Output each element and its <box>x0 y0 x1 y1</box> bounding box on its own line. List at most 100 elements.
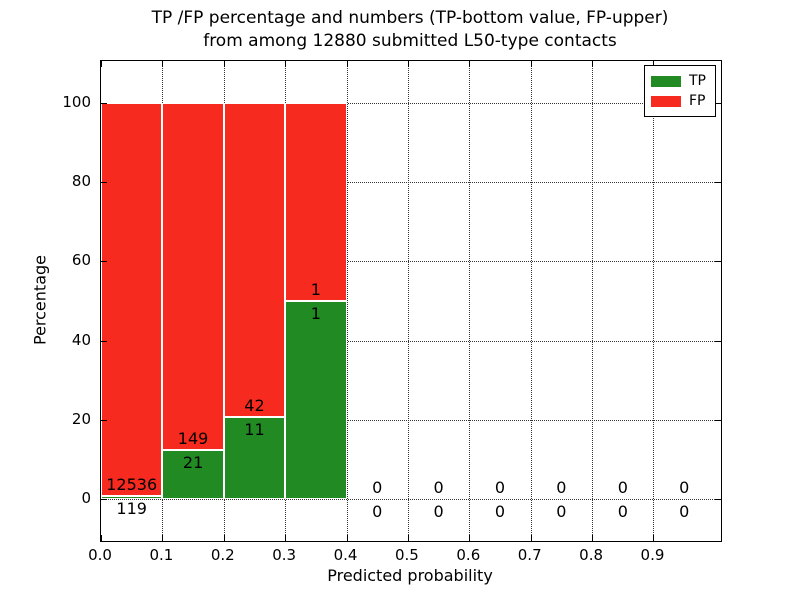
x-tick-mark-top <box>469 61 471 67</box>
legend-entry-fp: FP <box>651 91 709 111</box>
bar-segment-fp <box>162 102 224 451</box>
bar-count-label-fp: 0 <box>617 478 628 498</box>
y-tick-mark-right <box>715 181 721 183</box>
x-tick-mark-top <box>530 61 532 67</box>
x-tick-mark-top <box>407 61 409 67</box>
y-tick-mark <box>101 499 107 501</box>
plot-area: 12536 119 149 21 42 11 1 1 0 0 0 0 0 0 0 0 0 0 0 0 <box>100 60 722 542</box>
bar-count-label-fp: 0 <box>372 478 383 498</box>
gridline-horizontal <box>101 102 721 104</box>
x-tick-mark-top <box>223 61 225 67</box>
gridline-horizontal <box>101 420 721 421</box>
gridline-horizontal <box>101 340 721 342</box>
x-tick-mark <box>223 535 225 541</box>
chart-title-line1: TP /FP percentage and numbers (TP-bottom… <box>151 8 669 28</box>
bar-count-label-tp: 0 <box>494 502 506 522</box>
legend-label-fp: FP <box>689 93 706 109</box>
bar-segment-fp <box>101 102 163 496</box>
y-tick-mark-right <box>715 499 721 501</box>
gridline-horizontal <box>101 181 721 183</box>
x-tick-mark <box>530 535 532 541</box>
y-tick-label: 20 <box>71 410 91 428</box>
bar-count-label-tp: 21 <box>182 453 204 473</box>
gridline-vertical <box>530 61 532 541</box>
gridline-horizontal <box>101 499 721 501</box>
x-tick-mark <box>285 535 287 541</box>
bar-count-label-fp: 0 <box>433 478 444 498</box>
x-tick-label: 0.2 <box>210 546 235 564</box>
x-tick-label: 0.9 <box>640 546 665 564</box>
legend: TP FP <box>644 65 716 117</box>
bar-count-label-tp: 0 <box>617 502 628 522</box>
gridline-vertical <box>407 61 409 541</box>
bar-count-label-fp: 149 <box>177 429 209 449</box>
x-tick-mark <box>407 535 409 541</box>
x-tick-label: 0.8 <box>579 546 604 564</box>
x-tick-mark <box>653 535 655 541</box>
bar-count-label-fp: 0 <box>556 478 567 498</box>
x-axis-label: Predicted probability <box>327 566 493 585</box>
bar-segment-fp <box>285 102 347 301</box>
bar-count-label-fp: 0 <box>494 478 506 498</box>
bar-count-label-tp: 0 <box>433 502 444 522</box>
y-tick-mark-right <box>715 340 721 342</box>
x-tick-mark <box>346 535 348 541</box>
bar-count-label-tp: 0 <box>556 502 567 522</box>
x-tick-mark-top <box>285 61 287 67</box>
bar-count-label-tp: 0 <box>679 502 690 522</box>
y-tick-mark <box>101 261 107 263</box>
bar-segment-tp <box>223 417 286 500</box>
gridline-vertical <box>592 61 594 541</box>
y-tick-mark <box>101 181 107 183</box>
gridline-vertical <box>653 61 655 541</box>
x-tick-label: 0.3 <box>272 546 297 564</box>
y-tick-label: 100 <box>62 92 91 111</box>
x-tick-mark <box>592 535 594 541</box>
x-tick-label: 0.1 <box>149 546 174 564</box>
bar-count-label-tp: 1 <box>310 304 321 323</box>
legend-swatch-fp-icon <box>651 95 681 107</box>
legend-label-tp: TP <box>689 73 706 89</box>
bar-count-label-fp: 12536 <box>106 474 158 494</box>
bar-segment-tp <box>285 301 347 500</box>
x-tick-mark <box>101 535 102 541</box>
x-tick-mark-top <box>162 61 164 67</box>
y-tick-label: 80 <box>71 171 91 190</box>
legend-swatch-tp-icon <box>651 75 681 87</box>
bar-segment-fp <box>223 102 286 417</box>
x-tick-mark-top <box>592 61 594 67</box>
x-tick-label: 0.4 <box>333 546 358 564</box>
chart-title: TP /FP percentage and numbers (TP-bottom… <box>100 7 720 53</box>
y-tick-label: 40 <box>71 330 91 349</box>
x-tick-mark-top <box>346 61 348 67</box>
y-tick-mark <box>101 420 107 421</box>
bar-count-label-tp: 11 <box>244 420 265 439</box>
y-tick-mark-right <box>715 261 721 263</box>
bar-count-label-tp: 0 <box>372 502 383 522</box>
bar-count-label-fp: 42 <box>244 396 265 416</box>
y-tick-label: 60 <box>71 251 91 270</box>
y-tick-mark-right <box>715 102 721 104</box>
bar-count-label-tp: 119 <box>116 498 147 518</box>
bar-segment-tp <box>101 495 163 500</box>
x-tick-mark-top <box>101 61 102 67</box>
x-tick-label: 0.6 <box>456 546 481 564</box>
x-tick-label: 0.0 <box>88 546 112 564</box>
gridline-vertical <box>346 61 348 541</box>
y-tick-mark-right <box>715 420 721 421</box>
y-tick-mark <box>101 340 107 342</box>
bar-count-label-fp: 1 <box>310 280 321 299</box>
gridline-horizontal <box>101 261 721 263</box>
x-tick-label: 0.5 <box>394 546 419 564</box>
y-tick-label: 0 <box>81 489 91 508</box>
bar-count-label-fp: 0 <box>679 478 690 498</box>
x-tick-mark <box>162 535 164 541</box>
bar-segment-tp <box>162 450 224 500</box>
gridline-vertical <box>469 61 471 541</box>
y-tick-mark <box>101 102 107 104</box>
legend-entry-tp: TP <box>651 71 709 91</box>
x-tick-label: 0.7 <box>517 546 542 564</box>
x-tick-mark <box>469 535 471 541</box>
chart-title-line2: from among 12880 submitted L50-type cont… <box>203 31 617 51</box>
